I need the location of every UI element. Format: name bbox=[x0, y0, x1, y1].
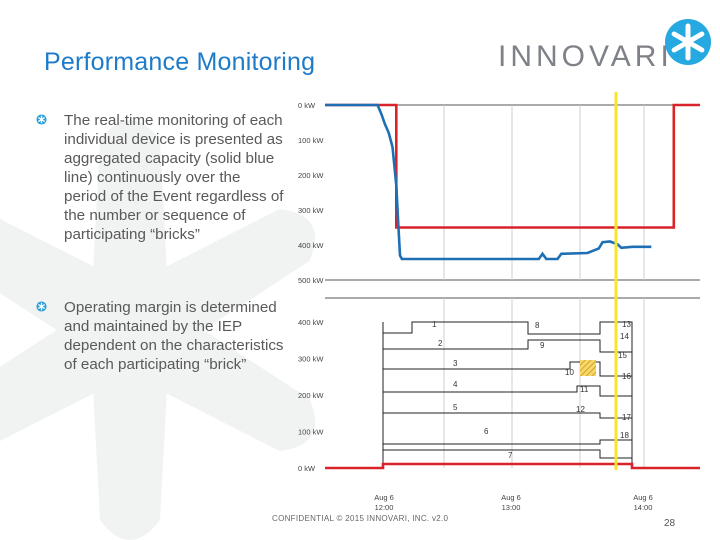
x-tick-2-date: Aug 6 bbox=[501, 493, 521, 502]
segment-label-5: 5 bbox=[453, 403, 458, 412]
bottom-y-tick-label: 300 kW bbox=[298, 355, 324, 364]
bullet-text: The real-time monitoring of each individ… bbox=[64, 112, 284, 243]
segment-label-9: 9 bbox=[540, 341, 545, 350]
innovari-asterisk-logo-icon bbox=[665, 19, 711, 65]
bottom-target-line bbox=[325, 462, 700, 470]
segment-label-4: 4 bbox=[453, 380, 458, 389]
page-number: 28 bbox=[664, 518, 676, 529]
x-tick-1-time: 12:00 bbox=[375, 503, 394, 512]
asterisk-bullet-icon bbox=[36, 114, 47, 125]
segment-labels: 1 2 3 4 5 6 7 8 9 10 11 12 13 14 15 16 1… bbox=[432, 320, 631, 460]
x-tick-1-date: Aug 6 bbox=[374, 493, 394, 502]
segment-label-8: 8 bbox=[535, 321, 540, 330]
target-capacity-line bbox=[325, 103, 700, 229]
top-y-tick-label: 400 kW bbox=[298, 241, 324, 250]
top-y-tick-label: 100 kW bbox=[298, 136, 324, 145]
bullet-operating-margin: Operating margin is determined and maint… bbox=[36, 298, 284, 374]
bottom-chart-y-ticks: 400 kW 300 kW 200 kW 100 kW 0 kW bbox=[298, 318, 324, 473]
segment-label-3: 3 bbox=[453, 359, 458, 368]
bullet-text: Operating margin is determined and maint… bbox=[64, 299, 284, 373]
top-y-tick-label: 300 kW bbox=[298, 206, 324, 215]
bullet-capacity-monitoring: The real-time monitoring of each individ… bbox=[36, 111, 284, 244]
x-tick-3-time: 14:00 bbox=[634, 503, 653, 512]
bottom-y-tick-label: 100 kW bbox=[298, 428, 324, 437]
brick-step-lines bbox=[382, 321, 633, 468]
segment-label-15: 15 bbox=[618, 351, 627, 360]
segment-label-16: 16 bbox=[622, 372, 631, 381]
segment-label-2: 2 bbox=[438, 339, 443, 348]
top-y-tick-label: 0 kW bbox=[298, 101, 316, 110]
x-tick-labels: Aug 6 12:00 Aug 6 13:00 Aug 6 14:00 bbox=[374, 493, 653, 512]
asterisk-bullet-icon bbox=[36, 301, 47, 312]
segment-label-1: 1 bbox=[432, 320, 437, 329]
segment-label-14: 14 bbox=[620, 332, 629, 341]
page-title: Performance Monitoring bbox=[44, 48, 316, 76]
brick-10-hatched-area bbox=[580, 360, 596, 376]
brick-line-1 bbox=[382, 321, 633, 468]
segment-label-12: 12 bbox=[576, 405, 585, 414]
segment-label-11: 11 bbox=[580, 385, 589, 394]
brick-line-5 bbox=[383, 412, 632, 419]
segment-label-10: 10 bbox=[565, 368, 574, 377]
confidential-footer: CONFIDENTIAL © 2015 INNOVARI, INC. v2.0 bbox=[272, 514, 449, 523]
top-chart-y-ticks: 0 kW 100 kW 200 kW 300 kW 400 kW 500 kW bbox=[298, 101, 324, 285]
segment-label-13: 13 bbox=[622, 320, 631, 329]
x-tick-3-date: Aug 6 bbox=[633, 493, 653, 502]
bottom-y-tick-label: 200 kW bbox=[298, 391, 324, 400]
x-tick-2-time: 13:00 bbox=[502, 503, 521, 512]
top-y-tick-label: 500 kW bbox=[298, 276, 324, 285]
top-y-tick-label: 200 kW bbox=[298, 171, 324, 180]
aggregated-capacity-line bbox=[325, 103, 652, 261]
top-chart-vgrid bbox=[443, 105, 645, 280]
segment-label-6: 6 bbox=[484, 427, 489, 436]
capacity-chart: 0 kW 100 kW 200 kW 300 kW 400 kW 500 kW bbox=[298, 101, 700, 285]
bottom-y-tick-label: 400 kW bbox=[298, 318, 324, 327]
bottom-y-tick-label: 0 kW bbox=[298, 464, 316, 473]
company-logo-text: INNOVARI bbox=[498, 40, 673, 73]
bottom-chart-vgrid bbox=[443, 298, 645, 468]
segment-label-18: 18 bbox=[620, 431, 629, 440]
segment-label-17: 17 bbox=[622, 413, 631, 422]
brick-line-6 bbox=[383, 439, 632, 445]
segment-label-7: 7 bbox=[508, 451, 513, 460]
brick-line-4 bbox=[383, 385, 632, 397]
stacked-bricks-chart: 400 kW 300 kW 200 kW 100 kW 0 kW 1 2 3 4 bbox=[298, 297, 700, 512]
brick-line-2 bbox=[383, 339, 632, 353]
